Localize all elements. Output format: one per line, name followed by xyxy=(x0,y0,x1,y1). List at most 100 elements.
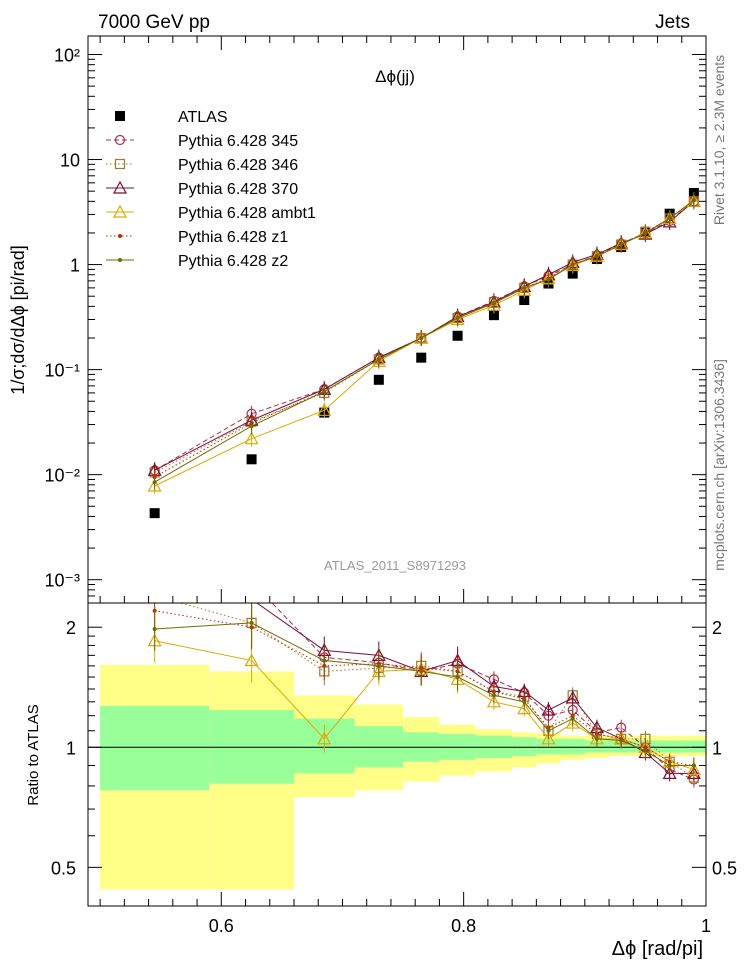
main-point xyxy=(246,454,257,465)
legend: ATLAS Pythia 6.428 345 Pythia 6.428 346 Pyt… xyxy=(106,109,316,270)
legend-label: Pythia 6.428 z1 xyxy=(178,229,288,246)
ratio-ytick-label: 0.5 xyxy=(51,858,76,878)
main-ytick-label: 10² xyxy=(54,45,80,65)
ratio-point xyxy=(244,653,259,667)
ratio-point xyxy=(376,663,381,668)
ratio-point xyxy=(565,690,580,704)
main-point xyxy=(322,389,327,394)
main-point xyxy=(416,352,427,363)
ratio-point xyxy=(594,736,599,741)
main-point xyxy=(455,316,460,321)
main-point xyxy=(522,285,527,290)
ratio-point xyxy=(317,731,332,745)
inner-band-bin xyxy=(560,738,585,755)
legend-marker xyxy=(112,180,128,194)
inner-band-bin xyxy=(475,735,513,758)
legend-marker xyxy=(115,111,125,121)
legend-marker xyxy=(118,234,122,238)
main-point xyxy=(147,478,162,492)
legend-marker xyxy=(112,204,128,218)
main-title: Δϕ(jj) xyxy=(375,67,415,86)
main-point xyxy=(567,268,578,279)
ratio-point xyxy=(491,693,496,698)
ratio-point xyxy=(249,620,254,625)
main-point xyxy=(452,330,463,341)
main-point xyxy=(643,230,648,235)
ratio-point xyxy=(691,763,696,768)
ratio-ytick-label: 1 xyxy=(66,738,76,758)
ratio-point xyxy=(546,728,551,733)
header-right: Jets xyxy=(655,12,690,33)
main-point xyxy=(546,277,551,282)
inner-band-bin xyxy=(100,705,210,791)
ratio-ytick-label: 2 xyxy=(66,618,76,638)
ratio-point xyxy=(619,738,624,743)
ratio-plot-area xyxy=(88,603,706,890)
xtick-label: 0.8 xyxy=(451,916,476,936)
ratio-point xyxy=(686,766,701,780)
main-point xyxy=(491,301,496,306)
ratio-point xyxy=(486,694,501,708)
ratio-axes: 0.6 0.8 1 0.5 0.5 1 1 2 2 xyxy=(51,618,737,936)
main-point xyxy=(662,214,677,228)
ratio-point xyxy=(565,715,580,729)
ratio-point xyxy=(455,675,460,680)
main-point xyxy=(619,242,624,247)
ratio-point xyxy=(541,731,556,745)
ratio-point xyxy=(643,748,648,753)
main-ytick-label: 10 xyxy=(60,151,80,171)
main-plot-area xyxy=(147,188,701,519)
legend-label: Pythia 6.428 ambt1 xyxy=(178,205,316,222)
main-point xyxy=(244,431,259,445)
ratio-point xyxy=(152,626,157,631)
main-point xyxy=(594,254,599,259)
main-ylabel: 1/σ;dσ/dΔϕ [pi/rad] xyxy=(8,245,28,394)
xtick-label: 1 xyxy=(701,916,711,936)
header-left: 7000 GeV pp xyxy=(98,12,210,33)
ratio-point xyxy=(686,762,701,776)
main-point xyxy=(373,374,384,385)
main-series-line xyxy=(154,200,695,473)
ratio-point xyxy=(522,699,527,704)
main-point xyxy=(317,403,332,416)
main-ytick-label: 10⁻³ xyxy=(44,571,80,591)
ratio-point xyxy=(322,658,327,663)
ratio-panel: 0.6 0.8 1 0.5 0.5 1 1 2 2 Ratio to ATLAS Δϕ [rad… xyxy=(25,602,737,960)
legend-marker xyxy=(118,258,122,262)
ratio-point xyxy=(662,766,677,780)
legend-label: ATLAS xyxy=(178,109,228,126)
main-point xyxy=(376,357,381,362)
legend-label: Pythia 6.428 345 xyxy=(178,133,298,150)
ratio-point xyxy=(570,716,575,721)
legend-marker xyxy=(114,158,126,170)
main-point xyxy=(488,310,499,321)
mcplots-label: mcplots.cern.ch [arXiv:1306.3436] xyxy=(711,359,727,571)
ratio-point xyxy=(517,701,532,715)
legend-label: Pythia 6.428 z2 xyxy=(178,253,288,270)
xtick-label: 0.6 xyxy=(209,916,234,936)
ratio-point xyxy=(419,669,424,674)
rivet-label: Rivet 3.1.10, ≥ 2.3M events xyxy=(711,55,727,225)
main-point xyxy=(149,508,160,519)
main-panel: 10⁻³ 10⁻² 10⁻¹ 1 10 10² Δϕ(jj) ATLAS_2011_S89… xyxy=(8,35,707,604)
legend-label: Pythia 6.428 370 xyxy=(178,181,298,198)
main-point xyxy=(419,335,424,340)
legend-marker xyxy=(114,134,126,146)
main-point xyxy=(519,295,530,306)
main-point xyxy=(249,424,254,429)
main-ytick-label: 10⁻² xyxy=(44,466,80,486)
main-point xyxy=(667,216,672,221)
ratio-ytick-label-right: 1 xyxy=(712,738,722,758)
inner-band-bin xyxy=(512,737,537,757)
inner-band-bin xyxy=(681,740,706,753)
ratio-point xyxy=(541,702,556,716)
ratio-point xyxy=(667,763,672,768)
ratio-ytick-label-right: 2 xyxy=(712,618,722,638)
inner-band-bin xyxy=(657,740,682,753)
main-ytick-label: 10⁻¹ xyxy=(44,361,80,381)
main-ytick-label: 1 xyxy=(70,256,80,276)
ratio-ylabel: Ratio to ATLAS xyxy=(25,704,42,805)
ratio-frame xyxy=(87,602,707,907)
main-point xyxy=(691,198,696,203)
